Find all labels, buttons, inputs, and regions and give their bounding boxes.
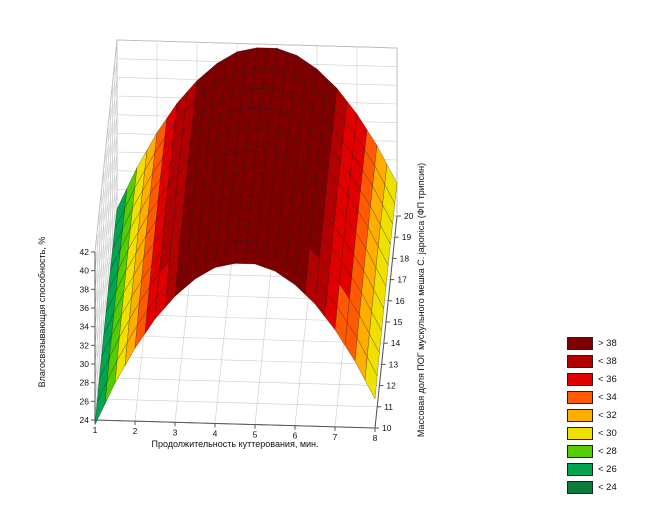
z-axis-title: Влагосвязывающая способность, % (37, 236, 47, 388)
x-tick-label: 5 (253, 430, 258, 440)
z-tick-label: 38 (80, 284, 90, 294)
y-tick-label: 18 (400, 253, 410, 263)
legend-swatch (567, 390, 593, 404)
y-tick-label: 11 (384, 402, 393, 412)
z-tick-label: 32 (80, 340, 90, 350)
legend-swatch (567, 372, 593, 386)
legend-row: > 38 (567, 334, 617, 352)
legend-row: < 26 (567, 460, 617, 478)
z-tick-label: 40 (80, 266, 90, 276)
color-scale-legend: > 38 < 38 < 36 < 34 < 32 < 30 < 28 < 26 < 24 (567, 334, 617, 496)
z-tick-label: 26 (80, 396, 90, 406)
legend-swatch (567, 336, 593, 350)
x-tick-label: 4 (213, 428, 218, 438)
left-wall-gridline (94, 39, 118, 253)
floor-gridline (99, 377, 380, 386)
z-tick-label: 30 (80, 359, 90, 369)
legend-row: < 36 (567, 370, 617, 388)
legend-label: < 28 (598, 445, 617, 457)
y-tick-label: 10 (382, 423, 392, 433)
left-wall-gridline (94, 170, 118, 383)
x-tick-label: 7 (333, 432, 338, 442)
y-tick-label: 17 (397, 275, 407, 285)
x-tick-label: 6 (293, 431, 298, 441)
legend-label: < 24 (598, 481, 617, 493)
y-tick-label: 12 (386, 381, 396, 391)
y-tick-label: 16 (395, 296, 405, 306)
left-wall-gridline (94, 151, 118, 365)
left-wall-gridline (94, 95, 118, 309)
legend-swatch (567, 354, 593, 368)
x-tick-label: 2 (133, 426, 138, 436)
z-tick-label: 42 (80, 247, 90, 257)
left-wall-gridline (94, 77, 118, 290)
legend-swatch (567, 444, 593, 458)
floor-gridline (101, 356, 382, 365)
legend-label: < 26 (598, 463, 617, 475)
left-wall-gridline (94, 58, 118, 271)
legend-swatch (567, 426, 593, 440)
legend-label: < 38 (598, 355, 617, 367)
x-tick-label: 8 (373, 433, 378, 443)
legend-label: > 38 (598, 337, 617, 349)
x-tick-label: 1 (93, 425, 98, 435)
y-tick-label: 15 (393, 317, 403, 327)
back-wall-gridline (116, 39, 398, 49)
legend-label: < 34 (598, 391, 617, 403)
floor-gridline (103, 334, 384, 344)
left-wall-gridline (94, 189, 118, 402)
left-wall-gridline (94, 133, 118, 346)
legend-swatch (567, 480, 593, 494)
surface-cell (364, 356, 378, 400)
y-axis-title: Массовая доля ПОГ мускульного мешка C. j… (416, 162, 426, 438)
legend-row: < 38 (567, 352, 617, 370)
y-tick-label: 20 (404, 211, 414, 221)
legend-row: < 34 (567, 388, 617, 406)
x-axis-line (94, 419, 376, 429)
z-tick-label: 34 (80, 322, 90, 332)
y-tick-label: 14 (391, 338, 401, 348)
y-tick-label: 19 (402, 232, 412, 242)
z-tick-label: 28 (80, 378, 90, 388)
floor-gridline (97, 398, 378, 408)
y-tick-label: 13 (389, 359, 399, 369)
legend-row: < 32 (567, 406, 617, 424)
x-tick-label: 3 (173, 427, 178, 437)
legend-swatch (567, 462, 593, 476)
legend-label: < 36 (598, 373, 617, 385)
x-axis-title: Продолжительность куттерования, мин. (151, 439, 319, 449)
legend-label: < 30 (598, 427, 617, 439)
legend-row: < 28 (567, 442, 617, 460)
legend-row: < 24 (567, 478, 617, 496)
legend-swatch (567, 408, 593, 422)
z-tick-label: 24 (80, 415, 90, 425)
z-tick-label: 36 (80, 303, 90, 313)
legend-label: < 32 (598, 409, 617, 421)
legend-row: < 30 (567, 424, 617, 442)
left-wall-gridline (94, 114, 118, 327)
